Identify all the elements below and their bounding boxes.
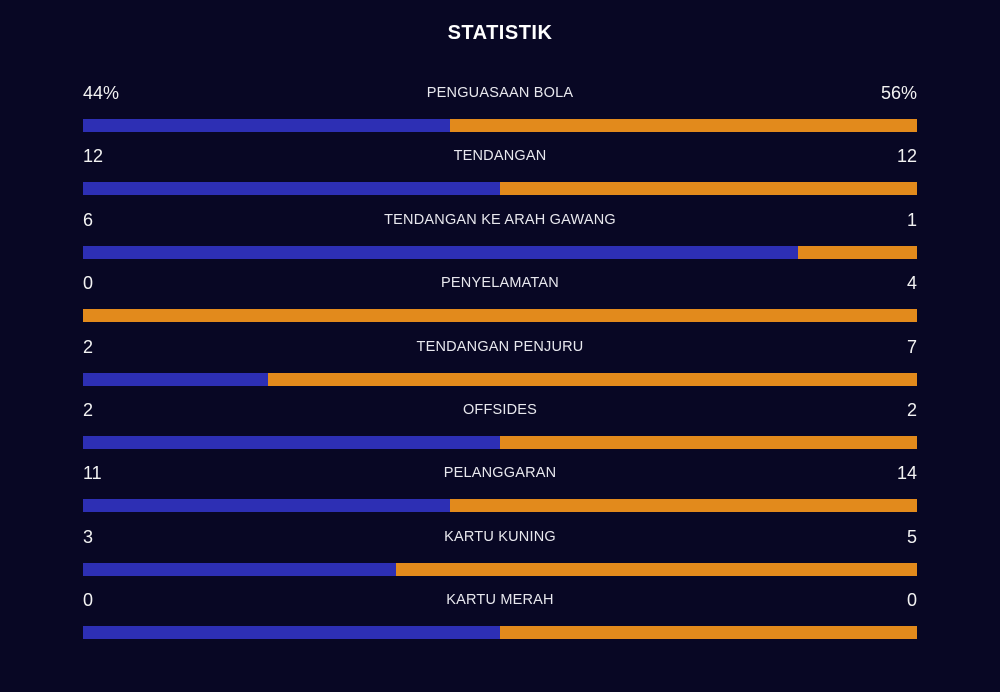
stat-values: 0 KARTU MERAH 0 bbox=[83, 587, 917, 614]
away-value: 4 bbox=[906, 273, 917, 294]
stat-row-kartu-kuning: 3 KARTU KUNING 5 bbox=[83, 524, 917, 587]
stat-row-pelanggaran: 11 PELANGGARAN 14 bbox=[83, 460, 917, 523]
stat-values: 2 TENDANGAN PENJURU 7 bbox=[83, 334, 917, 361]
away-bar-fill bbox=[395, 562, 917, 576]
stat-row-kartu-merah: 0 KARTU MERAH 0 bbox=[83, 587, 917, 650]
home-bar-fill bbox=[83, 182, 500, 196]
stat-row-tendangan-penjuru: 2 TENDANGAN PENJURU 7 bbox=[83, 334, 917, 397]
stat-bar bbox=[83, 309, 917, 323]
home-bar-fill bbox=[83, 499, 450, 513]
away-bar-fill bbox=[449, 119, 917, 132]
away-bar-fill bbox=[500, 626, 917, 640]
home-value: 11 bbox=[83, 463, 102, 484]
stats-list: 44% PENGUASAAN BOLA 56% 12 TENDANGAN 12 … bbox=[83, 80, 917, 651]
stat-bar bbox=[83, 626, 917, 640]
stat-bar bbox=[83, 119, 917, 132]
stat-bar bbox=[83, 499, 917, 513]
stat-row-offsides: 2 OFFSIDES 2 bbox=[83, 397, 917, 460]
stat-values: 0 PENYELAMATAN 4 bbox=[83, 270, 917, 297]
away-bar-fill bbox=[268, 372, 917, 386]
home-value: 44% bbox=[83, 83, 120, 103]
stat-values: 2 OFFSIDES 2 bbox=[83, 397, 917, 424]
stat-values: 12 TENDANGAN 12 bbox=[83, 143, 917, 170]
home-bar-fill bbox=[83, 562, 396, 576]
away-bar-fill bbox=[500, 435, 917, 449]
home-value: 12 bbox=[83, 146, 104, 167]
stat-label: TENDANGAN KE ARAH GAWANG bbox=[384, 211, 616, 228]
home-bar-fill bbox=[83, 372, 269, 386]
stat-bar bbox=[83, 372, 917, 386]
away-value: 56% bbox=[880, 83, 917, 103]
stat-values: 6 TENDANGAN KE ARAH GAWANG 1 bbox=[83, 207, 917, 234]
away-value: 0 bbox=[906, 590, 917, 611]
stat-bar bbox=[83, 245, 917, 259]
stat-values: 11 PELANGGARAN 14 bbox=[83, 460, 917, 487]
away-value: 7 bbox=[906, 336, 917, 357]
stat-row-penguasaan-bola: 44% PENGUASAAN BOLA 56% bbox=[83, 80, 917, 143]
stat-label: PELANGGARAN bbox=[443, 465, 557, 482]
home-value: 2 bbox=[83, 399, 94, 420]
away-value: 5 bbox=[906, 526, 917, 547]
stat-row-penyelamatan: 0 PENYELAMATAN 4 bbox=[83, 270, 917, 333]
away-bar-fill bbox=[797, 245, 917, 259]
stat-bar bbox=[83, 182, 917, 196]
home-value: 0 bbox=[83, 590, 94, 611]
home-bar-fill bbox=[83, 626, 500, 640]
away-value: 12 bbox=[896, 146, 917, 167]
stat-values: 44% PENGUASAAN BOLA 56% bbox=[83, 80, 917, 107]
home-value: 0 bbox=[83, 273, 94, 294]
home-value: 6 bbox=[83, 209, 94, 230]
away-value: 14 bbox=[896, 463, 917, 484]
stat-row-tendangan-ke-arah-gawang: 6 TENDANGAN KE ARAH GAWANG 1 bbox=[83, 207, 917, 270]
away-bar-fill bbox=[449, 499, 917, 513]
home-value: 2 bbox=[83, 336, 94, 357]
home-bar-fill bbox=[83, 435, 500, 449]
away-value: 1 bbox=[906, 209, 917, 230]
away-value: 2 bbox=[906, 399, 917, 420]
home-bar-fill bbox=[83, 245, 798, 259]
stat-label: TENDANGAN PENJURU bbox=[416, 338, 584, 355]
stat-label: KARTU MERAH bbox=[446, 592, 554, 609]
stat-label: OFFSIDES bbox=[462, 401, 538, 418]
home-bar-fill bbox=[83, 119, 450, 132]
stat-bar bbox=[83, 562, 917, 576]
away-bar-fill bbox=[500, 182, 917, 196]
home-value: 3 bbox=[83, 526, 94, 547]
stat-label: PENYELAMATAN bbox=[441, 275, 559, 292]
away-bar-fill bbox=[83, 309, 917, 323]
stat-row-tendangan: 12 TENDANGAN 12 bbox=[83, 143, 917, 206]
stat-values: 3 KARTU KUNING 5 bbox=[83, 524, 917, 551]
panel-title: STATISTIK bbox=[447, 22, 553, 44]
stat-bar bbox=[83, 435, 917, 449]
stat-label: TENDANGAN bbox=[453, 148, 547, 165]
stat-label: PENGUASAAN BOLA bbox=[426, 85, 574, 101]
stat-label: KARTU KUNING bbox=[444, 528, 556, 545]
